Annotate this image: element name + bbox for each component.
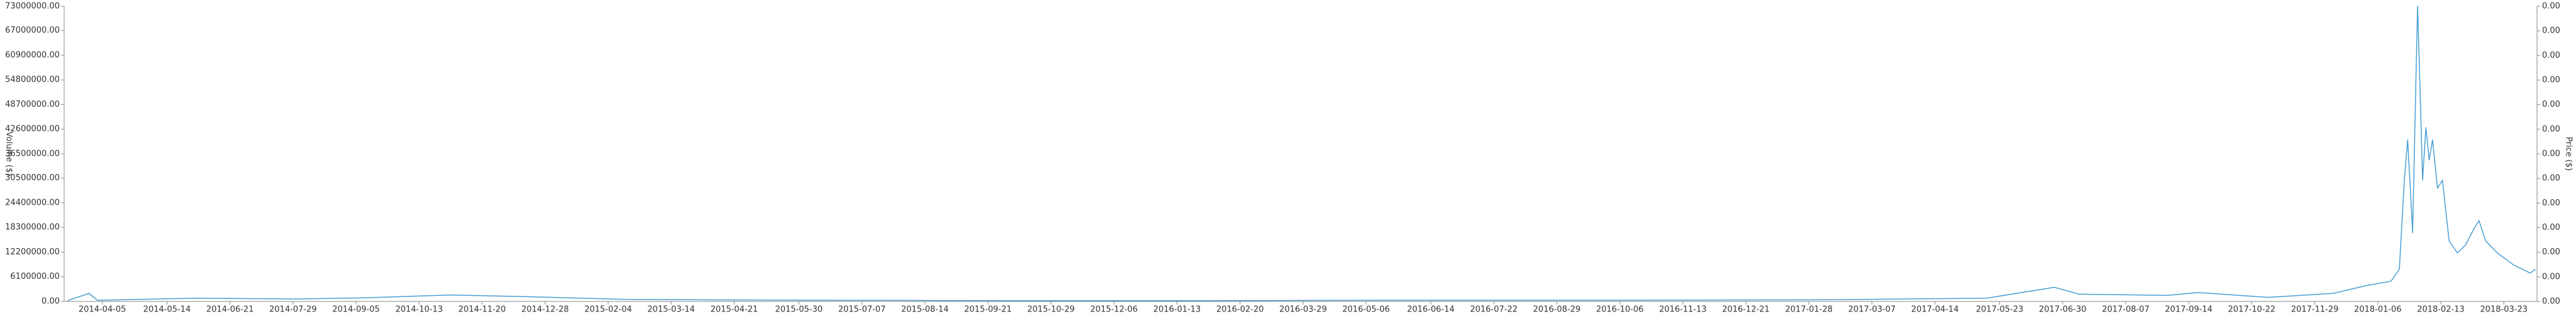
- x-tick-label: 2015-07-07: [838, 305, 886, 314]
- x-tick-label: 2016-10-06: [1596, 305, 1644, 314]
- x-tick-label: 2017-09-14: [2165, 305, 2212, 314]
- y-tick-label: 36500000.00: [5, 149, 60, 159]
- x-tick-label: 2016-08-29: [1533, 305, 1581, 314]
- y2-tick-label: 0.00: [2542, 75, 2560, 85]
- x-tick-label: 2017-04-14: [1911, 305, 1959, 314]
- y-tick-label: 67000000.00: [5, 26, 60, 35]
- x-tick-label: 2017-01-28: [1785, 305, 1833, 314]
- y2-tick-label: 0.00: [2542, 149, 2560, 159]
- y2-tick-label: 0.00: [2542, 198, 2560, 208]
- y2-tick-label: 0.00: [2542, 100, 2560, 109]
- y2-tick-label: 0.00: [2542, 297, 2560, 306]
- x-tick-label: 2015-05-30: [775, 305, 823, 314]
- x-tick-label: 2016-03-29: [1279, 305, 1327, 314]
- y2-tick-label: 0.00: [2542, 26, 2560, 36]
- x-tick-label: 2014-09-05: [332, 305, 380, 314]
- y2-axis-title: Price ($): [2564, 137, 2573, 171]
- x-tick-label: 2018-01-06: [2354, 305, 2402, 314]
- x-tick-label: 2017-10-22: [2228, 305, 2276, 314]
- y-tick-label: 6100000.00: [10, 272, 60, 281]
- x-tick-label: 2017-05-23: [1976, 305, 2024, 314]
- x-tick-label: 2015-12-06: [1091, 305, 1138, 314]
- y2-tick-label: 0.00: [2542, 247, 2560, 257]
- y-tick-label: 73000000.00: [5, 2, 60, 11]
- x-tick-label: 2014-04-05: [79, 305, 126, 314]
- y-tick-label: 42600000.00: [5, 124, 60, 134]
- x-tick-label: 2017-11-29: [2291, 305, 2339, 314]
- y-tick-label: 60900000.00: [5, 50, 60, 60]
- y2-tick-label: 0.00: [2542, 174, 2560, 183]
- x-tick-label: 2014-11-20: [458, 305, 506, 314]
- x-tick-label: 2016-06-14: [1407, 305, 1455, 314]
- x-tick-label: 2014-06-21: [206, 305, 254, 314]
- data-line: [67, 6, 2536, 301]
- x-tick-label: 2015-03-14: [647, 305, 695, 314]
- y-axis-title: Volume ($): [4, 132, 14, 176]
- x-tick-label: 2014-05-14: [143, 305, 191, 314]
- x-tick-label: 2016-12-21: [1722, 305, 1770, 314]
- x-tick-label: 2017-03-07: [1848, 305, 1896, 314]
- y-tick-label: 24400000.00: [5, 198, 60, 207]
- y2-tick-label: 0.00: [2542, 272, 2560, 281]
- y-tick-label: 18300000.00: [5, 223, 60, 232]
- y2-tick-label: 0.00: [2542, 2, 2560, 11]
- x-tick-label: 2015-02-04: [584, 305, 632, 314]
- x-tick-label: 2016-11-13: [1659, 305, 1707, 314]
- y-tick-label: 48700000.00: [5, 100, 60, 109]
- x-tick-label: 2018-02-13: [2417, 305, 2465, 314]
- x-tick-label: 2014-12-28: [521, 305, 569, 314]
- x-tick-label: 2016-07-22: [1470, 305, 1518, 314]
- x-tick-label: 2016-05-06: [1342, 305, 1390, 314]
- y-tick-label: 0.00: [42, 297, 60, 306]
- x-tick-label: 2015-04-21: [711, 305, 758, 314]
- x-tick-label: 2017-08-07: [2102, 305, 2150, 314]
- y2-tick-label: 0.00: [2542, 124, 2560, 134]
- y2-tick-label: 0.00: [2542, 51, 2560, 60]
- y-tick-label: 30500000.00: [5, 173, 60, 183]
- x-tick-label: 2016-02-20: [1216, 305, 1264, 314]
- x-tick-label: 2014-07-29: [269, 305, 317, 314]
- x-tick-label: 2015-10-29: [1027, 305, 1075, 314]
- x-tick-label: 2017-06-30: [2039, 305, 2087, 314]
- y-tick-label: 54800000.00: [5, 75, 60, 85]
- x-tick-label: 2016-01-13: [1153, 305, 1201, 314]
- x-tick-label: 2018-03-23: [2480, 305, 2528, 314]
- x-tick-label: 2014-10-13: [396, 305, 443, 314]
- y2-tick-label: 0.00: [2542, 223, 2560, 232]
- x-tick-label: 2015-09-21: [964, 305, 1012, 314]
- x-tick-label: 2015-08-14: [901, 305, 949, 314]
- y-tick-label: 12200000.00: [5, 247, 60, 257]
